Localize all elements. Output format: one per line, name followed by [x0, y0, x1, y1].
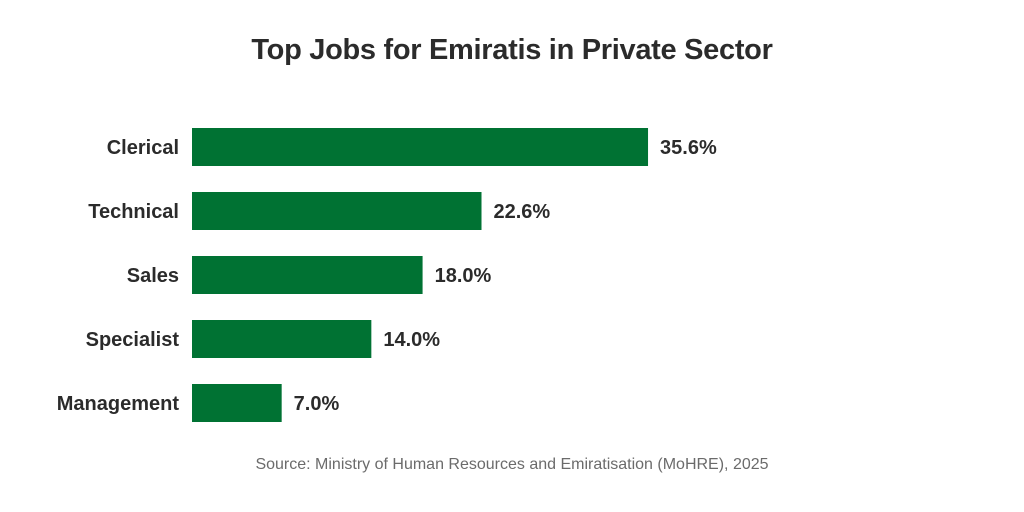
bar-management — [192, 384, 282, 422]
value-label-management: 7.0% — [294, 393, 340, 415]
source-note: Source: Ministry of Human Resources and … — [255, 456, 769, 473]
category-label-clerical: Clerical — [107, 137, 179, 159]
bar-technical — [192, 192, 482, 230]
bar-clerical — [192, 128, 649, 166]
bar-specialist — [192, 320, 372, 358]
category-label-management: Management — [57, 393, 180, 415]
chart-title: Top Jobs for Emiratis in Private Sector — [251, 34, 773, 66]
category-label-specialist: Specialist — [86, 329, 180, 351]
value-label-specialist: 14.0% — [383, 329, 440, 351]
value-label-sales: 18.0% — [435, 265, 492, 287]
bar-sales — [192, 256, 423, 294]
value-label-clerical: 35.6% — [660, 137, 717, 159]
category-label-technical: Technical — [88, 201, 179, 223]
value-label-technical: 22.6% — [494, 201, 551, 223]
category-label-sales: Sales — [127, 265, 179, 287]
